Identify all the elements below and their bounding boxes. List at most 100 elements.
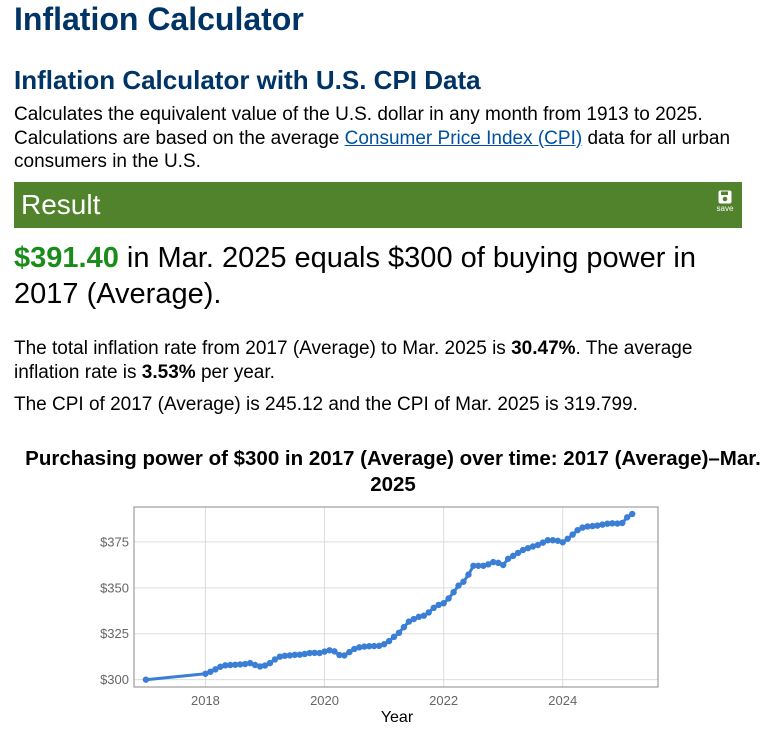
data-point[interactable] <box>366 643 373 650</box>
data-point[interactable] <box>286 652 294 659</box>
data-point[interactable] <box>361 643 368 650</box>
data-point[interactable] <box>524 544 532 552</box>
data-point[interactable] <box>385 637 393 645</box>
data-point[interactable] <box>619 519 626 527</box>
cpi-link[interactable]: Consumer Price Index (CPI) <box>344 127 583 149</box>
data-point[interactable] <box>202 670 209 677</box>
data-point[interactable] <box>584 523 591 530</box>
data-point[interactable] <box>569 531 576 538</box>
rate-suffix: per year. <box>195 362 275 383</box>
data-point[interactable] <box>291 651 298 659</box>
data-point[interactable] <box>410 615 418 623</box>
data-point[interactable] <box>435 601 442 609</box>
data-point[interactable] <box>222 662 229 669</box>
data-point[interactable] <box>574 526 581 534</box>
data-point[interactable] <box>609 520 616 527</box>
data-point[interactable] <box>370 642 378 650</box>
data-point[interactable] <box>346 648 353 656</box>
data-point[interactable] <box>554 537 561 544</box>
data-point[interactable] <box>236 661 244 668</box>
data-point[interactable] <box>246 659 254 667</box>
data-point[interactable] <box>266 659 274 667</box>
data-point[interactable] <box>351 645 358 653</box>
data-point[interactable] <box>207 668 214 675</box>
data-point[interactable] <box>375 642 383 650</box>
cpi-statement: The CPI of 2017 (Average) is 245.12 and … <box>14 394 638 415</box>
data-point[interactable] <box>564 535 571 542</box>
data-point[interactable] <box>514 549 522 557</box>
data-point[interactable] <box>504 555 512 562</box>
data-point[interactable] <box>395 629 403 637</box>
data-point[interactable] <box>281 652 289 659</box>
data-point[interactable] <box>499 561 507 569</box>
data-point[interactable] <box>241 660 249 668</box>
data-point[interactable] <box>400 623 408 631</box>
data-point[interactable] <box>490 558 497 566</box>
data-point[interactable] <box>296 651 303 658</box>
description-text-end: data for all urban consumers in the U.S. <box>14 127 731 173</box>
data-point[interactable] <box>326 647 333 654</box>
result-header-bar: Result save <box>14 182 742 228</box>
data-point[interactable] <box>485 561 492 568</box>
data-point[interactable] <box>256 663 264 670</box>
data-point[interactable] <box>534 541 542 549</box>
data-point[interactable] <box>460 578 467 585</box>
data-point[interactable] <box>589 522 596 530</box>
data-point[interactable] <box>380 641 388 648</box>
data-point[interactable] <box>475 562 482 569</box>
data-point[interactable] <box>579 524 586 531</box>
data-point[interactable] <box>331 648 338 655</box>
data-point[interactable] <box>311 649 318 657</box>
data-point[interactable] <box>341 652 348 659</box>
data-point[interactable] <box>405 618 413 625</box>
data-point[interactable] <box>549 537 556 544</box>
description-text-start: Calculates the equivalent value of the U… <box>14 104 703 149</box>
data-point[interactable] <box>217 663 224 670</box>
data-point[interactable] <box>455 582 462 589</box>
inflation-rate-text: The total inflation rate from 2017 (Aver… <box>14 337 754 385</box>
data-point[interactable] <box>425 609 432 616</box>
data-point[interactable] <box>465 571 472 578</box>
data-point[interactable] <box>629 510 636 518</box>
y-tick-label: $375 <box>100 534 129 549</box>
result-amount: $391.40 <box>14 242 119 274</box>
data-point[interactable] <box>604 520 611 527</box>
data-point[interactable] <box>271 656 279 663</box>
data-point[interactable] <box>594 522 601 529</box>
data-point[interactable] <box>624 514 631 521</box>
data-point[interactable] <box>356 644 363 651</box>
data-point[interactable] <box>509 552 517 560</box>
data-point[interactable] <box>415 613 423 621</box>
data-point[interactable] <box>480 562 487 569</box>
x-tick-label: 2022 <box>429 693 458 708</box>
data-point[interactable] <box>261 662 269 669</box>
data-point[interactable] <box>321 648 328 655</box>
save-button[interactable]: save <box>714 190 736 213</box>
data-point[interactable] <box>232 661 239 668</box>
data-point[interactable] <box>142 676 150 683</box>
data-point[interactable] <box>420 612 428 619</box>
data-point[interactable] <box>495 559 502 567</box>
data-point[interactable] <box>519 546 527 554</box>
data-point[interactable] <box>440 600 447 607</box>
data-point[interactable] <box>539 539 547 546</box>
data-point[interactable] <box>614 520 621 527</box>
data-point[interactable] <box>559 539 566 546</box>
data-point[interactable] <box>390 633 398 641</box>
data-point[interactable] <box>227 661 234 669</box>
x-tick-label: 2024 <box>548 693 577 708</box>
data-point[interactable] <box>212 666 219 673</box>
data-point[interactable] <box>470 562 477 569</box>
data-point[interactable] <box>306 649 313 657</box>
data-point[interactable] <box>301 650 308 658</box>
data-point[interactable] <box>316 649 323 657</box>
data-point[interactable] <box>450 589 457 596</box>
data-point[interactable] <box>251 661 259 669</box>
data-point[interactable] <box>445 595 452 602</box>
data-point[interactable] <box>544 537 552 544</box>
data-point[interactable] <box>430 604 437 612</box>
data-point[interactable] <box>529 543 537 550</box>
data-point[interactable] <box>336 651 343 659</box>
data-point[interactable] <box>276 653 284 660</box>
data-point[interactable] <box>599 521 606 528</box>
